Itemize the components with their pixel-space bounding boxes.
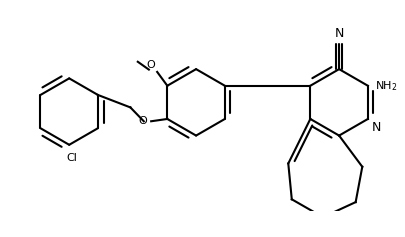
Text: O: O [139,116,147,126]
Text: Cl: Cl [66,153,77,163]
Text: O: O [146,59,154,70]
Text: NH$_2$: NH$_2$ [374,79,396,93]
Text: N: N [371,121,380,134]
Text: N: N [334,27,343,40]
